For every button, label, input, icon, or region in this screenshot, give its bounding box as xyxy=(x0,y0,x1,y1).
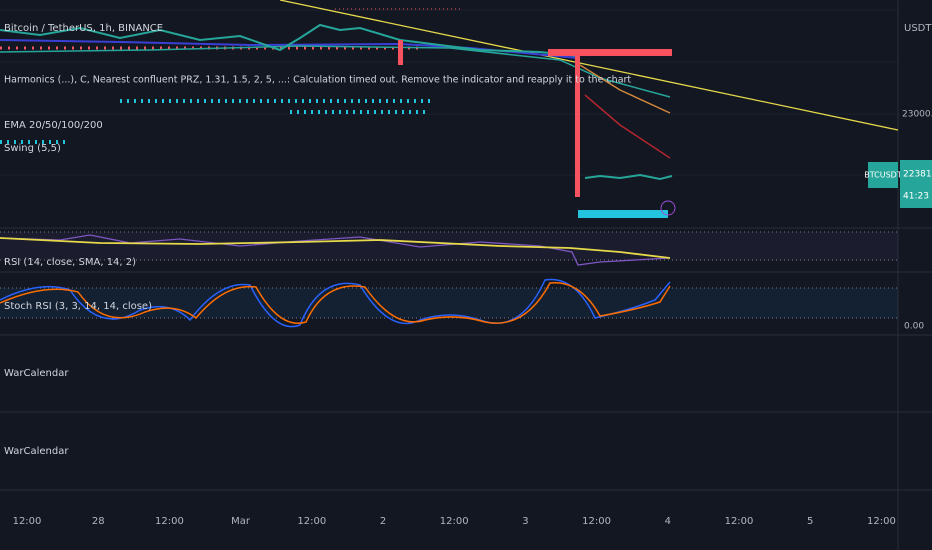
time-label: 2 xyxy=(380,516,386,527)
time-label: 12:00 xyxy=(867,516,896,527)
stoch-drawings xyxy=(0,278,898,328)
warcalendar-legend: WarCalendar xyxy=(4,368,69,379)
stoch-legend: Stoch RSI (3, 3, 14, 14, close) xyxy=(4,301,152,312)
last-price-box xyxy=(900,160,932,208)
time-label: 12:00 xyxy=(725,516,754,527)
time-label: 5 xyxy=(807,516,813,527)
rsi-drawings xyxy=(0,231,898,266)
symbol-title: Bitcoin / TetherUS, 1h, BINANCE xyxy=(4,23,163,34)
time-label: 12:00 xyxy=(155,516,184,527)
time-label: Mar xyxy=(231,516,251,527)
symbol-tag: BTCUSDT xyxy=(864,171,902,180)
time-label: 4 xyxy=(665,516,671,527)
time-label: 3 xyxy=(522,516,528,527)
countdown: 41:23 xyxy=(903,192,929,202)
time-axis: 12:00 28 12:00 Mar 12:00 2 12:00 3 12:00 4 12:00 5 1… xyxy=(13,516,896,527)
grid xyxy=(0,9,898,176)
last-price: 22381.11 xyxy=(903,170,932,180)
warcalendar-legend: WarCalendar xyxy=(4,446,69,457)
time-label: 12:00 xyxy=(297,516,326,527)
ema-legend: EMA 20/50/100/200 xyxy=(4,120,103,131)
price-level: 23000.00 xyxy=(902,110,932,120)
symbol-tag-box xyxy=(868,162,898,188)
swing-legend: Swing (5,5) xyxy=(4,143,61,154)
time-label: 28 xyxy=(92,516,105,527)
harmonics-legend: Harmonics (...), C, Nearest confluent PR… xyxy=(4,75,631,86)
rsi-legend: RSI (14, close, SMA, 14, 2) xyxy=(4,257,136,268)
price-drawings xyxy=(0,0,899,218)
time-label: 12:00 xyxy=(582,516,611,527)
currency-label: USDT xyxy=(904,23,932,34)
stoch-level: 0.00 xyxy=(904,322,924,332)
time-label: 12:00 xyxy=(13,516,42,527)
time-label: 12:00 xyxy=(440,516,469,527)
